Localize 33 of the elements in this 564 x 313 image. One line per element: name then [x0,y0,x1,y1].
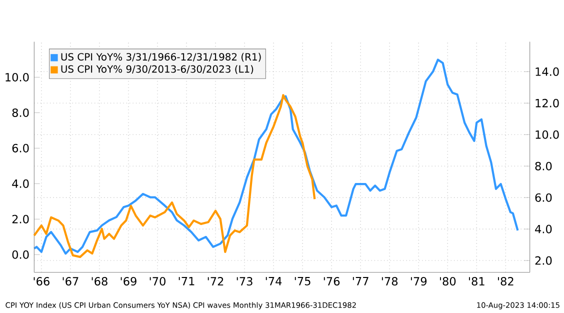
y2-tick-label: 10.0 [536,130,559,139]
y-tick-label: 4.0 [12,179,29,188]
x-tick-label: '80 [440,276,456,286]
x-tick-label: '70 [150,276,166,286]
legend-label: US CPI YoY% 3/31/1966-12/31/1982 (R1) [61,52,261,62]
x-tick-label: '74 [266,276,282,286]
x-tick-label: '81 [469,276,484,286]
y-tick-label: 0.0 [12,250,29,259]
y2-tick-label: 2.0 [535,256,552,265]
x-tick-label: '82 [498,276,514,286]
x-tick-label: '69 [120,276,136,286]
y-tick-label: 6.0 [12,144,29,152]
x-tick-label: '68 [92,276,108,286]
legend-label: US CPI YoY% 9/30/2013-6/30/2023 (L1) [61,65,254,74]
x-tick-label: '67 [62,276,78,286]
x-tick-label: '73 [236,276,252,286]
x-tick-label: '76 [324,276,340,286]
y2-tick-label: 4.0 [535,224,552,234]
x-tick-label: '66 [34,276,50,286]
x-tick-label: '71 [178,276,194,286]
y2-tick-label: 14.0 [536,67,559,76]
x-tick-label: '75 [294,276,310,286]
y-tick-label: 10.0 [6,72,29,82]
y2-tick-label: 12.0 [536,98,559,108]
y-tick-label: 8.0 [12,108,29,117]
y-tick-label: 2.0 [12,214,29,224]
y2-tick-label: 8.0 [535,162,552,170]
y2-tick-label: 6.0 [535,193,552,202]
x-tick-label: '77 [352,276,368,286]
x-tick-label: '72 [208,276,224,286]
x-tick-label: '78 [382,276,398,286]
x-tick-label: '79 [410,276,427,286]
line-series [33,94,316,258]
